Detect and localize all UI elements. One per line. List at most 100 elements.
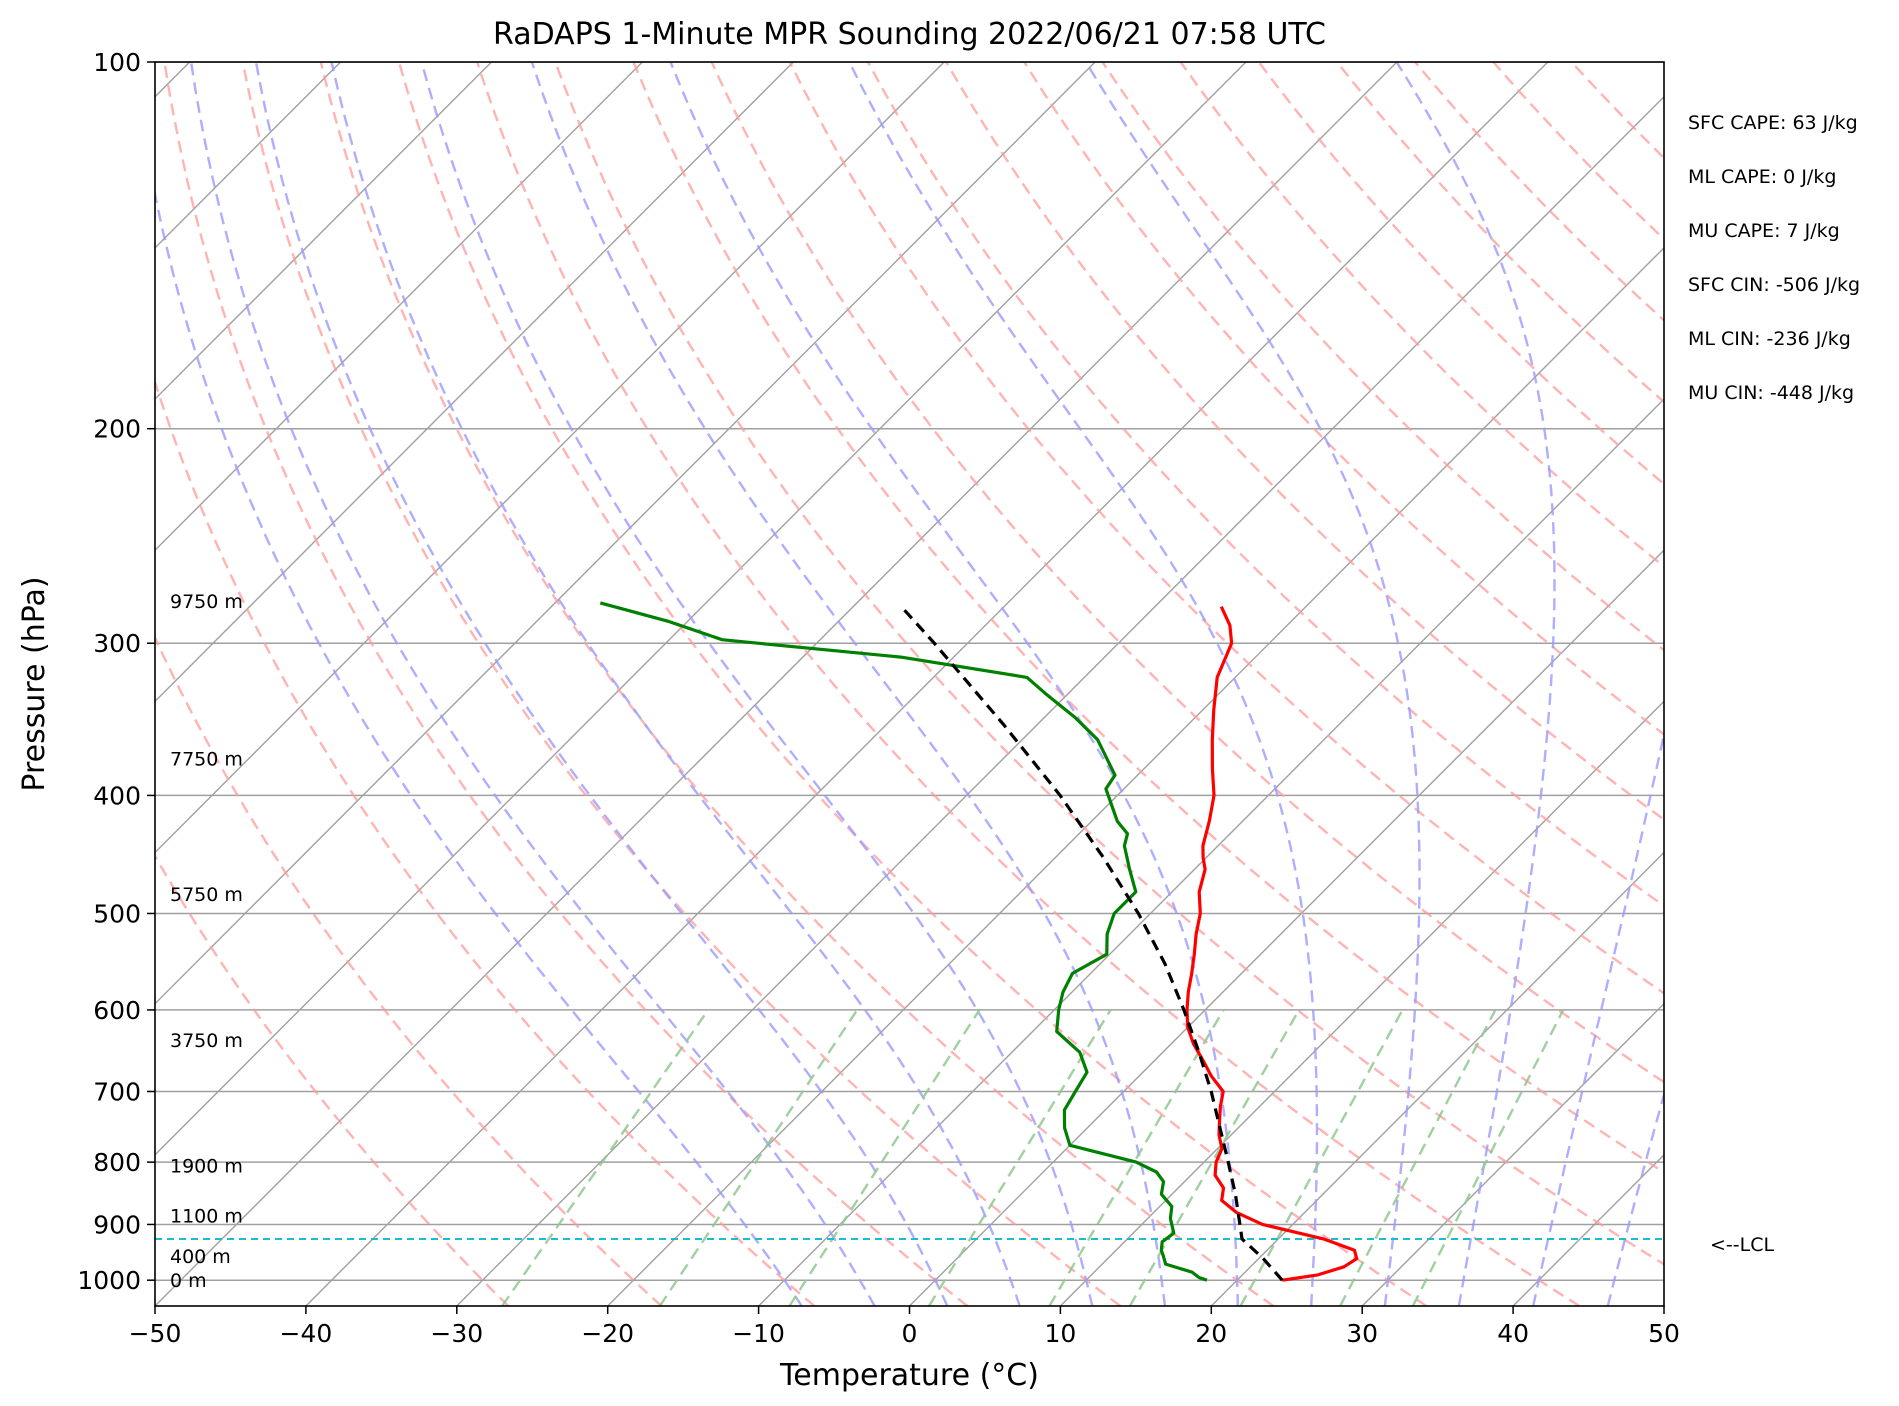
dry-adiabat-line [155,378,816,1306]
isotherm-line [155,62,492,401]
x-tick-label: −20 [581,1319,634,1348]
dewpoint-line [599,601,1208,1282]
dry-adiabat-line [1492,62,1664,241]
y-tick-label: 300 [93,629,141,658]
y-tick-label: 500 [93,899,141,928]
moist-adiabat-line [1606,1089,1664,1306]
stats-panel: SFC CAPE: 63 J/kg ML CAPE: 0 J/kg MU CAPE:… [1688,112,1860,404]
temperature-line [1185,606,1359,1282]
dry-adiabat-line [241,62,1122,1306]
x-axis-ticks: −50 −40 −30 −20 −10 0 10 20 30 40 50 [129,1306,1680,1348]
x-tick-label: 40 [1497,1319,1529,1348]
mixing-ratio-line [1339,1009,1497,1306]
mixing-ratio-line [501,1009,710,1306]
dry-adiabat-line [632,62,1664,1174]
mixing-ratio-line [788,1009,981,1306]
dry-adiabat-line [155,634,663,1306]
dry-adiabat-line [1257,62,1664,486]
dry-adiabat-line [476,62,1581,1306]
dry-adiabat-line [554,62,1664,1266]
mixing-ratio-line [927,1009,1112,1306]
isotherm-line [456,95,1664,1306]
chart-title: RaDAPS 1-Minute MPR Sounding 2022/06/21 … [493,17,1326,52]
moist-adiabat-line [330,62,1021,1306]
y-tick-label: 700 [93,1077,141,1106]
mixing-ratio-line [1411,1009,1565,1306]
dry-adiabat-line [1570,62,1664,160]
isotherm-line [155,62,1096,1005]
height-label: 1100 m [170,1206,243,1228]
y-tick-label: 900 [93,1210,141,1239]
mixing-ratio-line [658,1009,859,1306]
series-layer [599,601,1359,1282]
stat-line: SFC CIN: -506 J/kg [1688,274,1860,296]
moist-adiabat-line [1532,728,1664,1306]
moist-adiabat-line [530,62,1167,1306]
y-tick-label: 400 [93,781,141,810]
moist-adiabat-line [254,62,949,1306]
isotherm-line [1210,851,1664,1306]
background-lines [155,62,1664,1306]
isotherm-line [155,62,794,703]
y-tick-label: 100 [93,48,141,77]
stat-line: MU CIN: -448 J/kg [1688,382,1854,404]
y-tick-label: 200 [93,415,141,444]
dry-adiabat-line [1179,62,1664,569]
y-tick-label: 600 [93,996,141,1025]
moist-adiabat-line [1395,62,1556,1306]
isotherm-line [909,549,1664,1306]
moist-adiabat-line [189,62,876,1306]
lcl-label: <--LCL [1710,1234,1774,1256]
dry-adiabat-line [397,62,1428,1306]
x-tick-label: 50 [1648,1319,1680,1348]
x-tick-label: 10 [1044,1319,1076,1348]
moist-adiabat-line [848,62,1319,1306]
dry-adiabat-line [710,62,1664,1084]
isotherm-line [155,62,945,854]
lcl-layer: <--LCL [155,1234,1774,1256]
x-tick-label: −40 [280,1319,333,1348]
isotherm-line [305,62,1549,1306]
stat-line: ML CIN: -236 J/kg [1688,328,1851,350]
moist-adiabat-line [420,62,1094,1306]
isotherm-line [155,62,1398,1306]
dry-adiabat-line [1023,62,1664,736]
x-tick-label: 30 [1346,1319,1378,1348]
isotherm-line [758,398,1664,1306]
x-axis-label: Temperature (°C) [779,1358,1039,1393]
moist-adiabat-line [1084,62,1421,1306]
isotherm-line [607,246,1664,1306]
stat-line: SFC CAPE: 63 J/kg [1688,112,1858,134]
y-axis-ticks: 1000 900 800 700 600 500 400 300 200 100 [77,48,155,1295]
dry-adiabat-line [1101,62,1664,652]
dry-adiabat-line [1335,62,1664,404]
dry-adiabat-line [163,62,969,1306]
moist-adiabat-line [669,62,1240,1306]
isotherm-line [155,62,1247,1156]
stat-line: MU CAPE: 7 J/kg [1688,220,1840,242]
y-axis-label: Pressure (hPa) [17,576,52,791]
x-tick-label: −10 [732,1319,785,1348]
dry-adiabat-line [945,62,1664,821]
height-label: 9750 m [170,591,243,613]
isotherm-line [1512,1153,1664,1306]
height-label: 1900 m [170,1155,243,1177]
isotherm-line [1059,700,1664,1306]
isotherm-line [155,62,643,552]
isotherm-line [1361,1002,1664,1306]
height-label: 5750 m [170,884,243,906]
x-tick-label: −30 [430,1319,483,1348]
stat-line: ML CAPE: 0 J/kg [1688,166,1836,188]
height-label: 0 m [170,1270,207,1292]
height-label: 400 m [170,1246,231,1268]
moist-adiabat-line [155,188,803,1306]
y-tick-label: 800 [93,1148,141,1177]
parcel-line [900,605,1284,1282]
x-tick-label: −50 [129,1319,182,1348]
isotherm-line [1663,1305,1664,1306]
height-label: 3750 m [170,1030,243,1052]
dry-adiabat-line [319,62,1275,1306]
dry-adiabat-line [155,853,510,1306]
